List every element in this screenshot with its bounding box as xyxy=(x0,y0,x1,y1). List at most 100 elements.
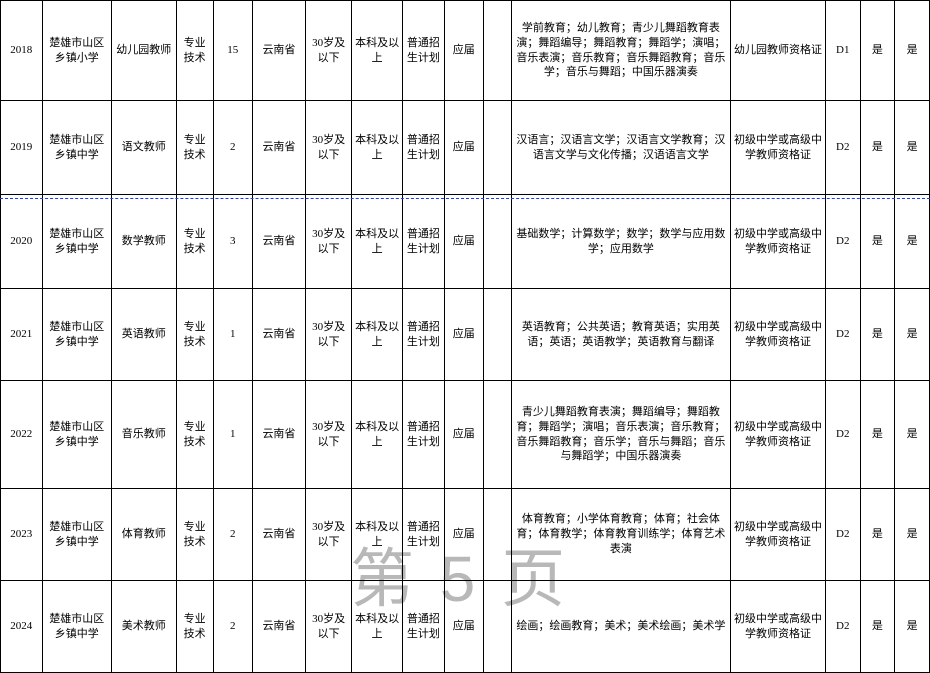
cell xyxy=(483,381,511,489)
cell: 2022 xyxy=(1,381,43,489)
cell: 是 xyxy=(860,101,895,195)
cell: 云南省 xyxy=(252,195,305,289)
cell xyxy=(483,101,511,195)
cell: 云南省 xyxy=(252,381,305,489)
cell: 体育教师 xyxy=(111,489,176,581)
cell: 应届 xyxy=(444,581,483,673)
cell: 美术教师 xyxy=(111,581,176,673)
cell: 云南省 xyxy=(252,489,305,581)
cell: 初级中学或高级中学教师资格证 xyxy=(731,581,826,673)
cell: 应届 xyxy=(444,489,483,581)
cell: 2 xyxy=(213,581,252,673)
cell: 本科及以上 xyxy=(352,381,403,489)
cell: 汉语言；汉语言文学；汉语言文学教育；汉语言文学与文化传播；汉语语言文学 xyxy=(511,101,731,195)
cell: 3 xyxy=(213,195,252,289)
cell: 2019 xyxy=(1,101,43,195)
cell: 是 xyxy=(860,381,895,489)
cell: 普通招生计划 xyxy=(403,1,445,101)
table-row: 2019楚雄市山区乡镇中学语文教师专业技术2云南省30岁及以下本科及以上普通招生… xyxy=(1,101,930,195)
cell: 30岁及以下 xyxy=(306,489,352,581)
cell: 本科及以上 xyxy=(352,195,403,289)
cell xyxy=(483,289,511,381)
cell: 音乐教师 xyxy=(111,381,176,489)
cell: 是 xyxy=(895,1,930,101)
cell: 是 xyxy=(860,195,895,289)
cell: D2 xyxy=(825,381,860,489)
cell: 云南省 xyxy=(252,1,305,101)
cell: 英语教育；公共英语；教育英语；实用英语；英语；英语教学；英语教育与翻译 xyxy=(511,289,731,381)
cell: 楚雄市山区乡镇中学 xyxy=(42,195,111,289)
cell xyxy=(483,1,511,101)
cell: 本科及以上 xyxy=(352,581,403,673)
cell: 1 xyxy=(213,381,252,489)
cell: 是 xyxy=(895,489,930,581)
cell: 2023 xyxy=(1,489,43,581)
cell xyxy=(483,489,511,581)
cell: 普通招生计划 xyxy=(403,289,445,381)
table-row: 2022楚雄市山区乡镇中学音乐教师专业技术1云南省30岁及以下本科及以上普通招生… xyxy=(1,381,930,489)
cell: 初级中学或高级中学教师资格证 xyxy=(731,289,826,381)
cell: 是 xyxy=(895,381,930,489)
cell: 本科及以上 xyxy=(352,101,403,195)
cell: 楚雄市山区乡镇中学 xyxy=(42,581,111,673)
cell: 专业技术 xyxy=(176,195,213,289)
cell: 是 xyxy=(860,1,895,101)
cell: 是 xyxy=(860,581,895,673)
cell: 是 xyxy=(895,289,930,381)
cell: 初级中学或高级中学教师资格证 xyxy=(731,381,826,489)
cell: 2 xyxy=(213,489,252,581)
cell: D2 xyxy=(825,101,860,195)
cell: 应届 xyxy=(444,289,483,381)
cell: 楚雄市山区乡镇小学 xyxy=(42,1,111,101)
cell: 楚雄市山区乡镇中学 xyxy=(42,381,111,489)
cell: 数学教师 xyxy=(111,195,176,289)
cell: 语文教师 xyxy=(111,101,176,195)
cell: 专业技术 xyxy=(176,581,213,673)
cell: 幼儿园教师资格证 xyxy=(731,1,826,101)
cell: 楚雄市山区乡镇中学 xyxy=(42,289,111,381)
cell: 30岁及以下 xyxy=(306,195,352,289)
cell: 楚雄市山区乡镇中学 xyxy=(42,101,111,195)
cell: 云南省 xyxy=(252,101,305,195)
cell: 30岁及以下 xyxy=(306,101,352,195)
cell: 2024 xyxy=(1,581,43,673)
cell: 是 xyxy=(860,289,895,381)
cell: 本科及以上 xyxy=(352,289,403,381)
cell: 绘画；绘画教育；美术；美术绘画；美术学 xyxy=(511,581,731,673)
cell: 本科及以上 xyxy=(352,489,403,581)
cell xyxy=(483,581,511,673)
table-row: 2018楚雄市山区乡镇小学幼儿园教师专业技术15云南省30岁及以下本科及以上普通… xyxy=(1,1,930,101)
cell: D2 xyxy=(825,195,860,289)
table-row: 2024楚雄市山区乡镇中学美术教师专业技术2云南省30岁及以下本科及以上普通招生… xyxy=(1,581,930,673)
cell: D2 xyxy=(825,581,860,673)
cell: 是 xyxy=(895,101,930,195)
cell: 专业技术 xyxy=(176,381,213,489)
table-row: 2021楚雄市山区乡镇中学英语教师专业技术1云南省30岁及以下本科及以上普通招生… xyxy=(1,289,930,381)
cell: 普通招生计划 xyxy=(403,195,445,289)
cell: D1 xyxy=(825,1,860,101)
cell: 云南省 xyxy=(252,289,305,381)
cell: 普通招生计划 xyxy=(403,489,445,581)
cell: 是 xyxy=(895,195,930,289)
cell xyxy=(483,195,511,289)
cell: 应届 xyxy=(444,101,483,195)
cell: 普通招生计划 xyxy=(403,581,445,673)
cell: 2021 xyxy=(1,289,43,381)
cell: 幼儿园教师 xyxy=(111,1,176,101)
cell: 本科及以上 xyxy=(352,1,403,101)
cell: 应届 xyxy=(444,195,483,289)
cell: 云南省 xyxy=(252,581,305,673)
cell: 30岁及以下 xyxy=(306,1,352,101)
cell: 应届 xyxy=(444,381,483,489)
cell: 学前教育；幼儿教育；青少儿舞蹈教育表演；舞蹈编导；舞蹈教育；舞蹈学；演唱；音乐表… xyxy=(511,1,731,101)
cell: 专业技术 xyxy=(176,489,213,581)
cell: 2 xyxy=(213,101,252,195)
cell: D2 xyxy=(825,289,860,381)
cell: 专业技术 xyxy=(176,289,213,381)
cell: 30岁及以下 xyxy=(306,581,352,673)
cell: 1 xyxy=(213,289,252,381)
table-row: 2023楚雄市山区乡镇中学体育教师专业技术2云南省30岁及以下本科及以上普通招生… xyxy=(1,489,930,581)
cell: 体育教育；小学体育教育；体育；社会体育；体育教学；体育教育训练学；体育艺术表演 xyxy=(511,489,731,581)
cell: 2018 xyxy=(1,1,43,101)
cell: 专业技术 xyxy=(176,101,213,195)
